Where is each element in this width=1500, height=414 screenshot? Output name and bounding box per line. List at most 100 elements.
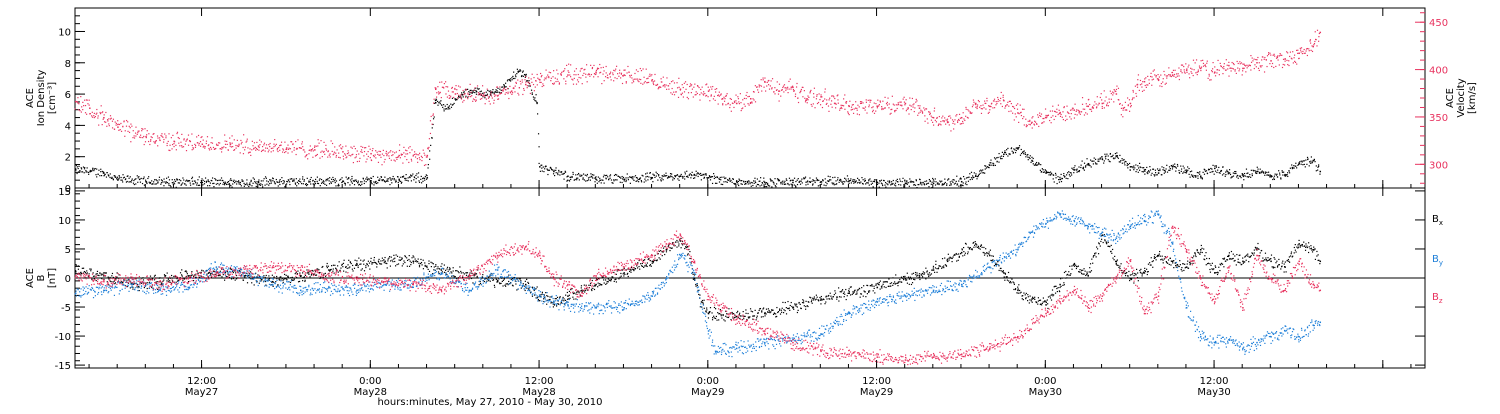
y-tick-label: 10	[58, 216, 71, 227]
data-point	[521, 75, 522, 76]
data-point	[286, 275, 287, 276]
data-point	[1177, 166, 1178, 167]
data-point	[904, 102, 905, 103]
data-point	[1302, 164, 1303, 165]
data-point	[1225, 171, 1226, 172]
data-point	[545, 78, 546, 79]
data-point	[109, 177, 110, 178]
data-point	[181, 134, 182, 135]
data-point	[485, 103, 486, 104]
data-point	[342, 151, 344, 153]
data-point	[1120, 160, 1121, 161]
data-point	[447, 108, 448, 109]
y-axis-label: [nT]	[47, 268, 58, 288]
data-point	[752, 182, 753, 183]
data-point	[818, 185, 819, 186]
data-point	[357, 150, 358, 151]
data-point	[415, 175, 416, 176]
data-point	[750, 103, 751, 104]
data-point	[1176, 167, 1177, 168]
data-point	[192, 147, 193, 148]
data-point	[1071, 118, 1072, 119]
data-point	[1242, 74, 1243, 75]
data-point	[271, 182, 272, 183]
data-point	[1288, 65, 1289, 66]
data-point	[165, 135, 166, 136]
data-point	[1090, 109, 1091, 110]
data-point	[724, 101, 725, 102]
data-point	[247, 139, 248, 140]
data-point	[553, 170, 554, 171]
data-point	[324, 151, 325, 152]
data-point	[102, 274, 103, 275]
data-point	[719, 96, 720, 97]
data-point	[404, 156, 405, 157]
data-point	[113, 119, 114, 120]
data-point	[343, 263, 344, 264]
data-point	[419, 265, 420, 266]
data-point	[461, 94, 462, 95]
data-point	[251, 282, 252, 283]
data-point	[703, 174, 704, 175]
data-point	[229, 277, 230, 278]
data-point	[1079, 112, 1080, 113]
data-point	[977, 104, 978, 105]
data-point	[688, 92, 689, 93]
data-point	[224, 134, 225, 135]
data-point	[957, 120, 958, 121]
data-point	[1071, 109, 1072, 110]
data-point	[637, 71, 638, 72]
data-point	[444, 264, 445, 265]
data-point	[673, 92, 674, 93]
data-point	[283, 282, 284, 283]
data-point	[647, 176, 648, 177]
data-point	[378, 151, 379, 152]
data-point	[1236, 73, 1237, 74]
data-point	[429, 271, 430, 272]
data-point	[148, 133, 149, 134]
data-point	[714, 178, 715, 179]
data-point	[191, 271, 192, 272]
data-point	[225, 182, 226, 183]
data-point	[510, 80, 511, 81]
data-point	[491, 95, 492, 96]
data-point	[798, 102, 799, 103]
data-point	[1175, 70, 1176, 71]
data-point	[246, 179, 247, 180]
data-point	[909, 97, 910, 98]
y2-axis-label: Velocity	[1456, 78, 1467, 117]
data-point	[631, 177, 632, 178]
data-point	[152, 278, 153, 279]
data-point	[589, 74, 590, 75]
data-point	[416, 260, 417, 261]
data-point	[193, 148, 194, 149]
data-point	[678, 97, 679, 98]
y-tick-label: 10	[58, 27, 71, 38]
data-point	[854, 108, 855, 109]
data-point	[906, 180, 907, 181]
data-point	[626, 82, 627, 83]
data-point	[138, 130, 139, 131]
data-point	[149, 282, 150, 283]
data-point	[1186, 70, 1188, 72]
data-point	[570, 64, 571, 65]
data-point	[228, 181, 229, 182]
data-point	[993, 165, 994, 166]
data-point	[125, 178, 126, 179]
data-point	[88, 172, 89, 173]
data-point	[846, 103, 847, 104]
data-point	[1198, 71, 1199, 72]
data-point	[784, 182, 785, 183]
data-point	[234, 139, 235, 140]
data-point	[215, 148, 216, 149]
data-point	[832, 182, 833, 183]
data-point	[406, 174, 407, 175]
data-point	[941, 181, 942, 182]
data-point	[737, 182, 738, 183]
data-point	[1290, 168, 1291, 169]
data-point	[326, 266, 327, 267]
data-point	[1168, 74, 1169, 75]
data-point	[208, 148, 209, 149]
data-point	[424, 262, 425, 263]
data-point	[1031, 123, 1032, 124]
